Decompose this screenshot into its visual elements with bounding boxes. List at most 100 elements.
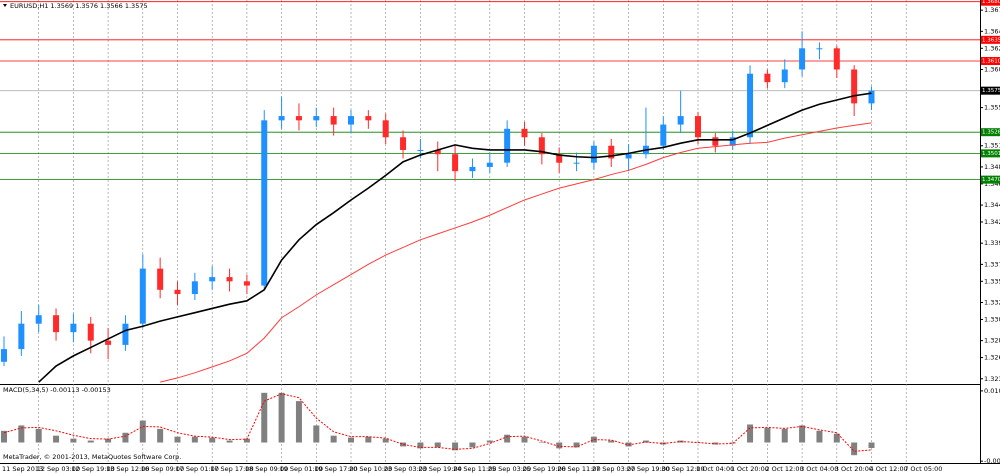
candle-body: [330, 116, 337, 125]
macd-bar: [348, 437, 354, 443]
candle-body: [590, 145, 597, 163]
candle-body: [209, 277, 216, 282]
candle-body: [105, 340, 112, 345]
level-label: 1.3470: [982, 177, 1000, 183]
macd-bar: [712, 442, 719, 445]
macd-bar: [868, 442, 875, 449]
y-tick-label: 1.3510: [984, 142, 1000, 150]
y-tick-label: 1.3260: [984, 354, 1000, 362]
level-box: [981, 35, 1000, 44]
candle-body: [348, 116, 354, 125]
y-tick-label: 1.3325: [984, 299, 1000, 307]
y-tick-label: 1.3555: [984, 104, 1000, 112]
candle-body: [677, 116, 684, 125]
macd-bar: [295, 401, 302, 443]
candle-body: [243, 281, 250, 286]
candle-body: [139, 268, 146, 324]
level-label: 1.3575: [982, 88, 1000, 94]
x-tick-label: 11 Sep 2013: [2, 465, 43, 473]
candle-body: [278, 116, 285, 121]
macd-bar: [365, 436, 372, 443]
candle-body: [382, 120, 389, 138]
x-tick-label: 19 Sep 17:00: [314, 465, 357, 473]
level-box: [981, 0, 1000, 6]
candle-body: [833, 48, 840, 70]
x-tick-label: 17 Sep 17:00: [210, 465, 253, 473]
x-tick-label: 18 Sep 09:00: [245, 465, 288, 473]
macd-bar: [556, 442, 563, 449]
macd-bar: [434, 442, 441, 448]
y-tick-label: 1.3370: [984, 260, 1000, 268]
macd-bar: [400, 442, 407, 447]
macd-bar: [139, 420, 146, 443]
level-label: 1.3610: [982, 59, 1000, 65]
moving-average: [160, 122, 872, 383]
candle-body: [365, 116, 372, 121]
macd-bar: [833, 433, 840, 443]
macd-bar: [417, 442, 424, 449]
moving-average: [38, 92, 872, 383]
macd-bar: [313, 425, 320, 443]
menu-arrow[interactable]: [3, 4, 7, 7]
macd-bar: [18, 425, 25, 443]
macd-bar: [35, 428, 42, 443]
macd-bar: [504, 434, 511, 443]
x-tick-label: 12 Sep 03:00: [37, 465, 80, 473]
candle-body: [1, 349, 7, 362]
y-tick-label: 1.3305: [984, 315, 1000, 323]
y-tick-label: -0.00383: [984, 457, 1000, 465]
macd-bar: [538, 442, 545, 444]
macd-signal: [3, 393, 872, 452]
x-tick-label: 25 Sep 03:00: [488, 465, 531, 473]
y-tick-label: 1.3395: [984, 239, 1000, 247]
candle-body: [157, 268, 164, 290]
x-tick-label: 26 Sep 11:00: [557, 465, 600, 473]
candle-body: [608, 145, 615, 159]
candle-body: [573, 162, 580, 164]
macd-header: MACD(5,34,5) -0.00113 -0.00153: [3, 386, 111, 394]
x-tick-label: 13 Sep 12:00: [106, 465, 149, 473]
candle-body: [295, 116, 302, 121]
candle-body: [452, 154, 459, 172]
candle-body: [660, 124, 667, 146]
y-tick-label: 1.3600: [984, 65, 1000, 73]
x-tick-label: 24 Sep 11:00: [453, 465, 496, 473]
x-tick-label: 3 Oct 20:00: [835, 465, 873, 473]
y-tick-label: 1.3280: [984, 337, 1000, 345]
candle-body: [695, 116, 701, 138]
x-tick-label: 23 Sep 03:00: [384, 465, 427, 473]
x-tick-label: 27 Sep 19:00: [627, 465, 670, 473]
candle-body: [504, 128, 511, 163]
candle-body: [191, 281, 198, 295]
x-tick-label: 3 Oct 04:00: [800, 465, 838, 473]
macd-bar: [608, 440, 615, 443]
level-label: 1.3526: [982, 130, 1000, 136]
macd-bar: [816, 430, 823, 443]
macd-bar: [191, 436, 198, 443]
candle-body: [18, 323, 25, 350]
candle-body: [851, 69, 858, 104]
macd-bar: [747, 424, 754, 443]
x-tick-label: 17 Sep 01:00: [176, 465, 219, 473]
candle-body: [417, 149, 424, 151]
macd-bar: [53, 435, 60, 443]
candle-body: [764, 73, 771, 83]
macd-bar: [330, 435, 337, 443]
x-tick-label: 16 Sep 09:00: [141, 465, 184, 473]
candle-body: [556, 154, 563, 163]
candle-body: [816, 48, 823, 50]
x-tick-label: 12 Sep 19:00: [71, 465, 114, 473]
macd-bar: [105, 438, 112, 443]
level-box: [981, 57, 1000, 66]
candle-body: [261, 120, 268, 286]
candle-body: [400, 137, 407, 150]
x-tick-label: 2 Oct 12:00: [765, 465, 803, 473]
x-tick-label: 1 Oct 20:00: [731, 465, 769, 473]
y-tick-label: 1.3485: [984, 163, 1000, 171]
x-tick-label: 1 Oct 04:00: [696, 465, 734, 473]
y-tick-label: 1.3420: [984, 218, 1000, 226]
x-tick-label: 20 Sep 10:00: [349, 465, 392, 473]
candle-body: [781, 69, 788, 83]
candle-body: [747, 73, 754, 138]
